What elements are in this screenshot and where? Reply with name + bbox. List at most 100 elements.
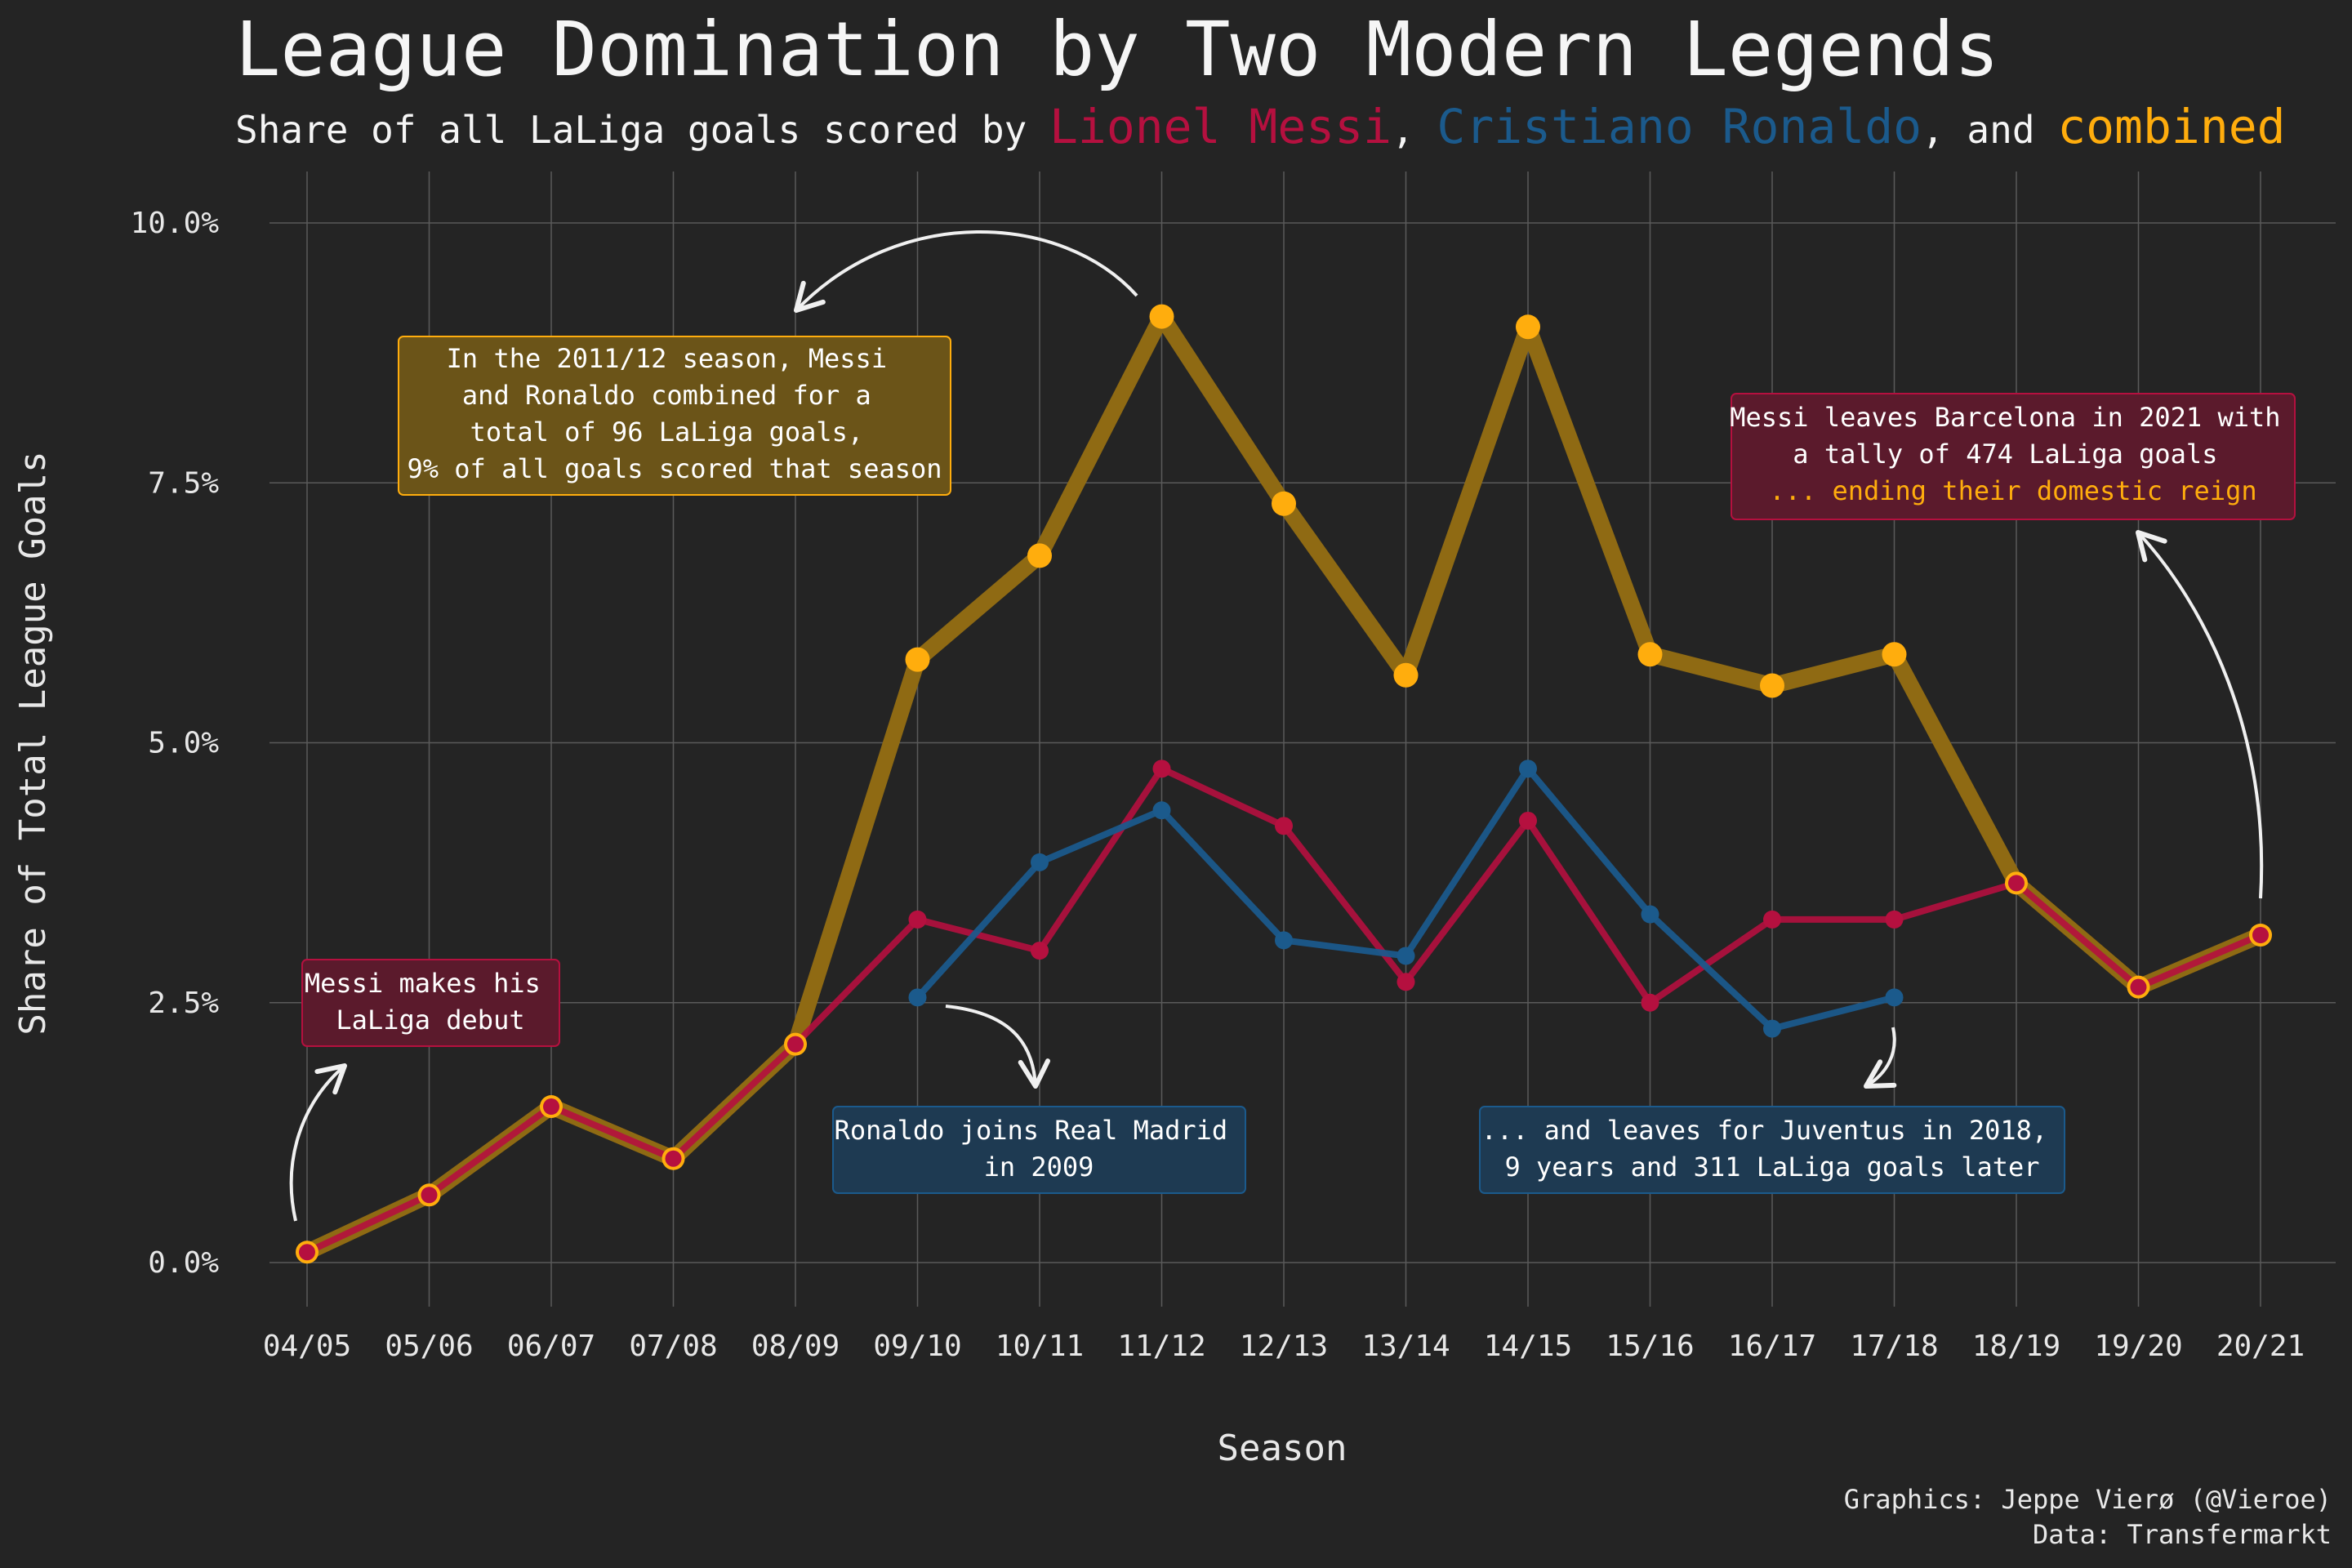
subtitle-ronaldo: Cristiano Ronaldo [1437,99,1922,154]
annotation-ronaldo-leaves: ... and leaves for Juventus in 2018, 9 y… [1479,1027,2065,1194]
chart-title: League Domination by Two Modern Legends [235,6,1999,93]
x-tick-label: 08/09 [751,1330,840,1363]
arrow-icon [945,1004,1050,1089]
subtitle-combined: combined [2057,99,2285,154]
arrow-icon [1864,1027,1897,1089]
x-tick-label: 09/10 [873,1330,961,1363]
svg-text:In the 2011/12 season, Messi: In the 2011/12 season, Messi and Ronaldo… [407,343,942,484]
messi-point [1031,942,1049,960]
ronaldo-point [908,988,927,1007]
annotation-line: in 2009 [984,1152,1094,1183]
ronaldo-point [1396,947,1415,965]
arrow-icon [794,230,1138,313]
subtitle-sep2: , and [1922,108,2057,152]
messi-point [665,1150,682,1167]
y-tick-label: 5.0% [148,727,219,760]
x-tick-label: 12/13 [1240,1330,1328,1363]
ronaldo-point [1641,905,1659,924]
x-tick-label: 18/19 [1972,1330,2060,1363]
messi-point [1763,910,1781,929]
messi-point [1152,760,1171,778]
x-tick-label: 15/16 [1606,1330,1694,1363]
messi-point [2130,978,2147,996]
y-axis-label: Share of Total League Goals [12,451,54,1035]
combined-point [1760,673,1784,698]
x-tick-label: 07/08 [629,1330,717,1363]
x-tick-label: 17/18 [1850,1330,1938,1363]
credit-graphics: Graphics: Jeppe Vierø (@Vieroe) [1844,1484,2332,1515]
combined-point [1149,304,1174,329]
combined-point [1882,642,1907,667]
combined-point [905,647,930,672]
combined-point [1393,662,1419,688]
svg-text:Messi makes his LaLiga d: Messi makes his LaLiga debut [305,968,556,1036]
annotation-line: a tally of 474 LaLiga goals [1793,439,2217,470]
messi-point [1641,993,1659,1012]
y-tick-label: 0.0% [148,1246,219,1280]
annotation-line: 9% of all goals scored that season [407,453,942,484]
messi-point [299,1244,315,1261]
annotation-box [1731,393,2296,520]
messi-point [787,1036,804,1053]
x-tick-label: 13/14 [1361,1330,1450,1363]
chart-subtitle: Share of all LaLiga goals scored by Lion… [235,99,2286,154]
combined-point [1272,491,1296,516]
annotation-line: Messi leaves Barcelona in 2021 with [1730,402,2280,433]
messi-point [543,1098,559,1116]
x-tick-label: 11/12 [1117,1330,1205,1363]
subtitle-sep1: , [1392,108,1437,152]
series-layer [296,304,2272,1264]
ronaldo-point [1519,760,1537,778]
x-axis-label: Season [1218,1428,1348,1469]
y-ticks: 0.0% 2.5% 5.0% 7.5% 10.0% [131,207,220,1280]
annotation-line: Ronaldo joins Real Madrid [835,1115,1228,1146]
combined-point [1027,543,1052,568]
annotation-box [832,1106,1246,1194]
messi-point [1885,910,1904,929]
x-tick-label: 04/05 [263,1330,351,1363]
messi-point [421,1187,438,1204]
annotation-line: Messi makes his [305,968,541,999]
ronaldo-point [1031,853,1049,871]
annotation-line: and Ronaldo combined for a [462,380,871,411]
subtitle-prefix: Share of all LaLiga goals scored by [235,108,1049,152]
svg-text:... and leaves for Juventus in: ... and leaves for Juventus in 2018, 9 y… [1481,1115,2064,1183]
messi-point [1519,811,1537,830]
svg-text:Ronaldo joins Real Madrid: Ronaldo joins Real Madrid in 2009 [835,1115,1244,1183]
annotation-box [301,959,560,1047]
annotation-box [1479,1106,2065,1194]
ronaldo-point [1885,988,1904,1007]
y-tick-label: 10.0% [131,207,220,240]
ronaldo-point [1275,931,1293,950]
annotation-line: LaLiga debut [336,1004,524,1036]
messi-point [2008,875,2025,892]
combined-point [1637,642,1663,667]
ronaldo-point [1152,801,1171,820]
annotation-messi-debut: Messi makes his LaLiga debut [289,959,560,1222]
messi-point [908,910,927,929]
annotation-messi-leaves: Messi leaves Barcelona in 2021 with a ta… [1730,393,2296,899]
x-tick-label: 05/06 [385,1330,473,1363]
annotation-line: In the 2011/12 season, Messi [447,343,887,374]
x-tick-label: 06/07 [507,1330,595,1363]
y-tick-label: 2.5% [148,987,219,1020]
annotation-line: ... and leaves for Juventus in 2018, [1481,1115,2048,1146]
ronaldo-point [1763,1019,1781,1038]
messi-point [1396,973,1415,991]
annotation-combined-peak: In the 2011/12 season, Messi and Ronaldo… [398,230,1138,496]
y-tick-label: 7.5% [148,466,219,500]
x-ticks: 04/05 05/06 06/07 07/08 08/09 09/10 10/11 11/12… [263,1330,2305,1363]
annotation-ronaldo-joins: Ronaldo joins Real Madrid in 2009 [832,1004,1246,1194]
credit-data: Data: Transfermarkt [2033,1519,2332,1550]
x-tick-label: 10/11 [996,1330,1084,1363]
annotation-box [398,336,951,496]
combined-point [1516,314,1540,340]
subtitle-messi: Lionel Messi [1049,99,1392,154]
x-tick-label: 20/21 [2216,1330,2305,1363]
messi-point [2252,927,2269,944]
annotation-line: 9 years and 311 LaLiga goals later [1504,1152,2039,1183]
arrow-icon [289,1063,347,1222]
x-tick-label: 19/20 [2094,1330,2182,1363]
x-tick-label: 16/17 [1728,1330,1816,1363]
